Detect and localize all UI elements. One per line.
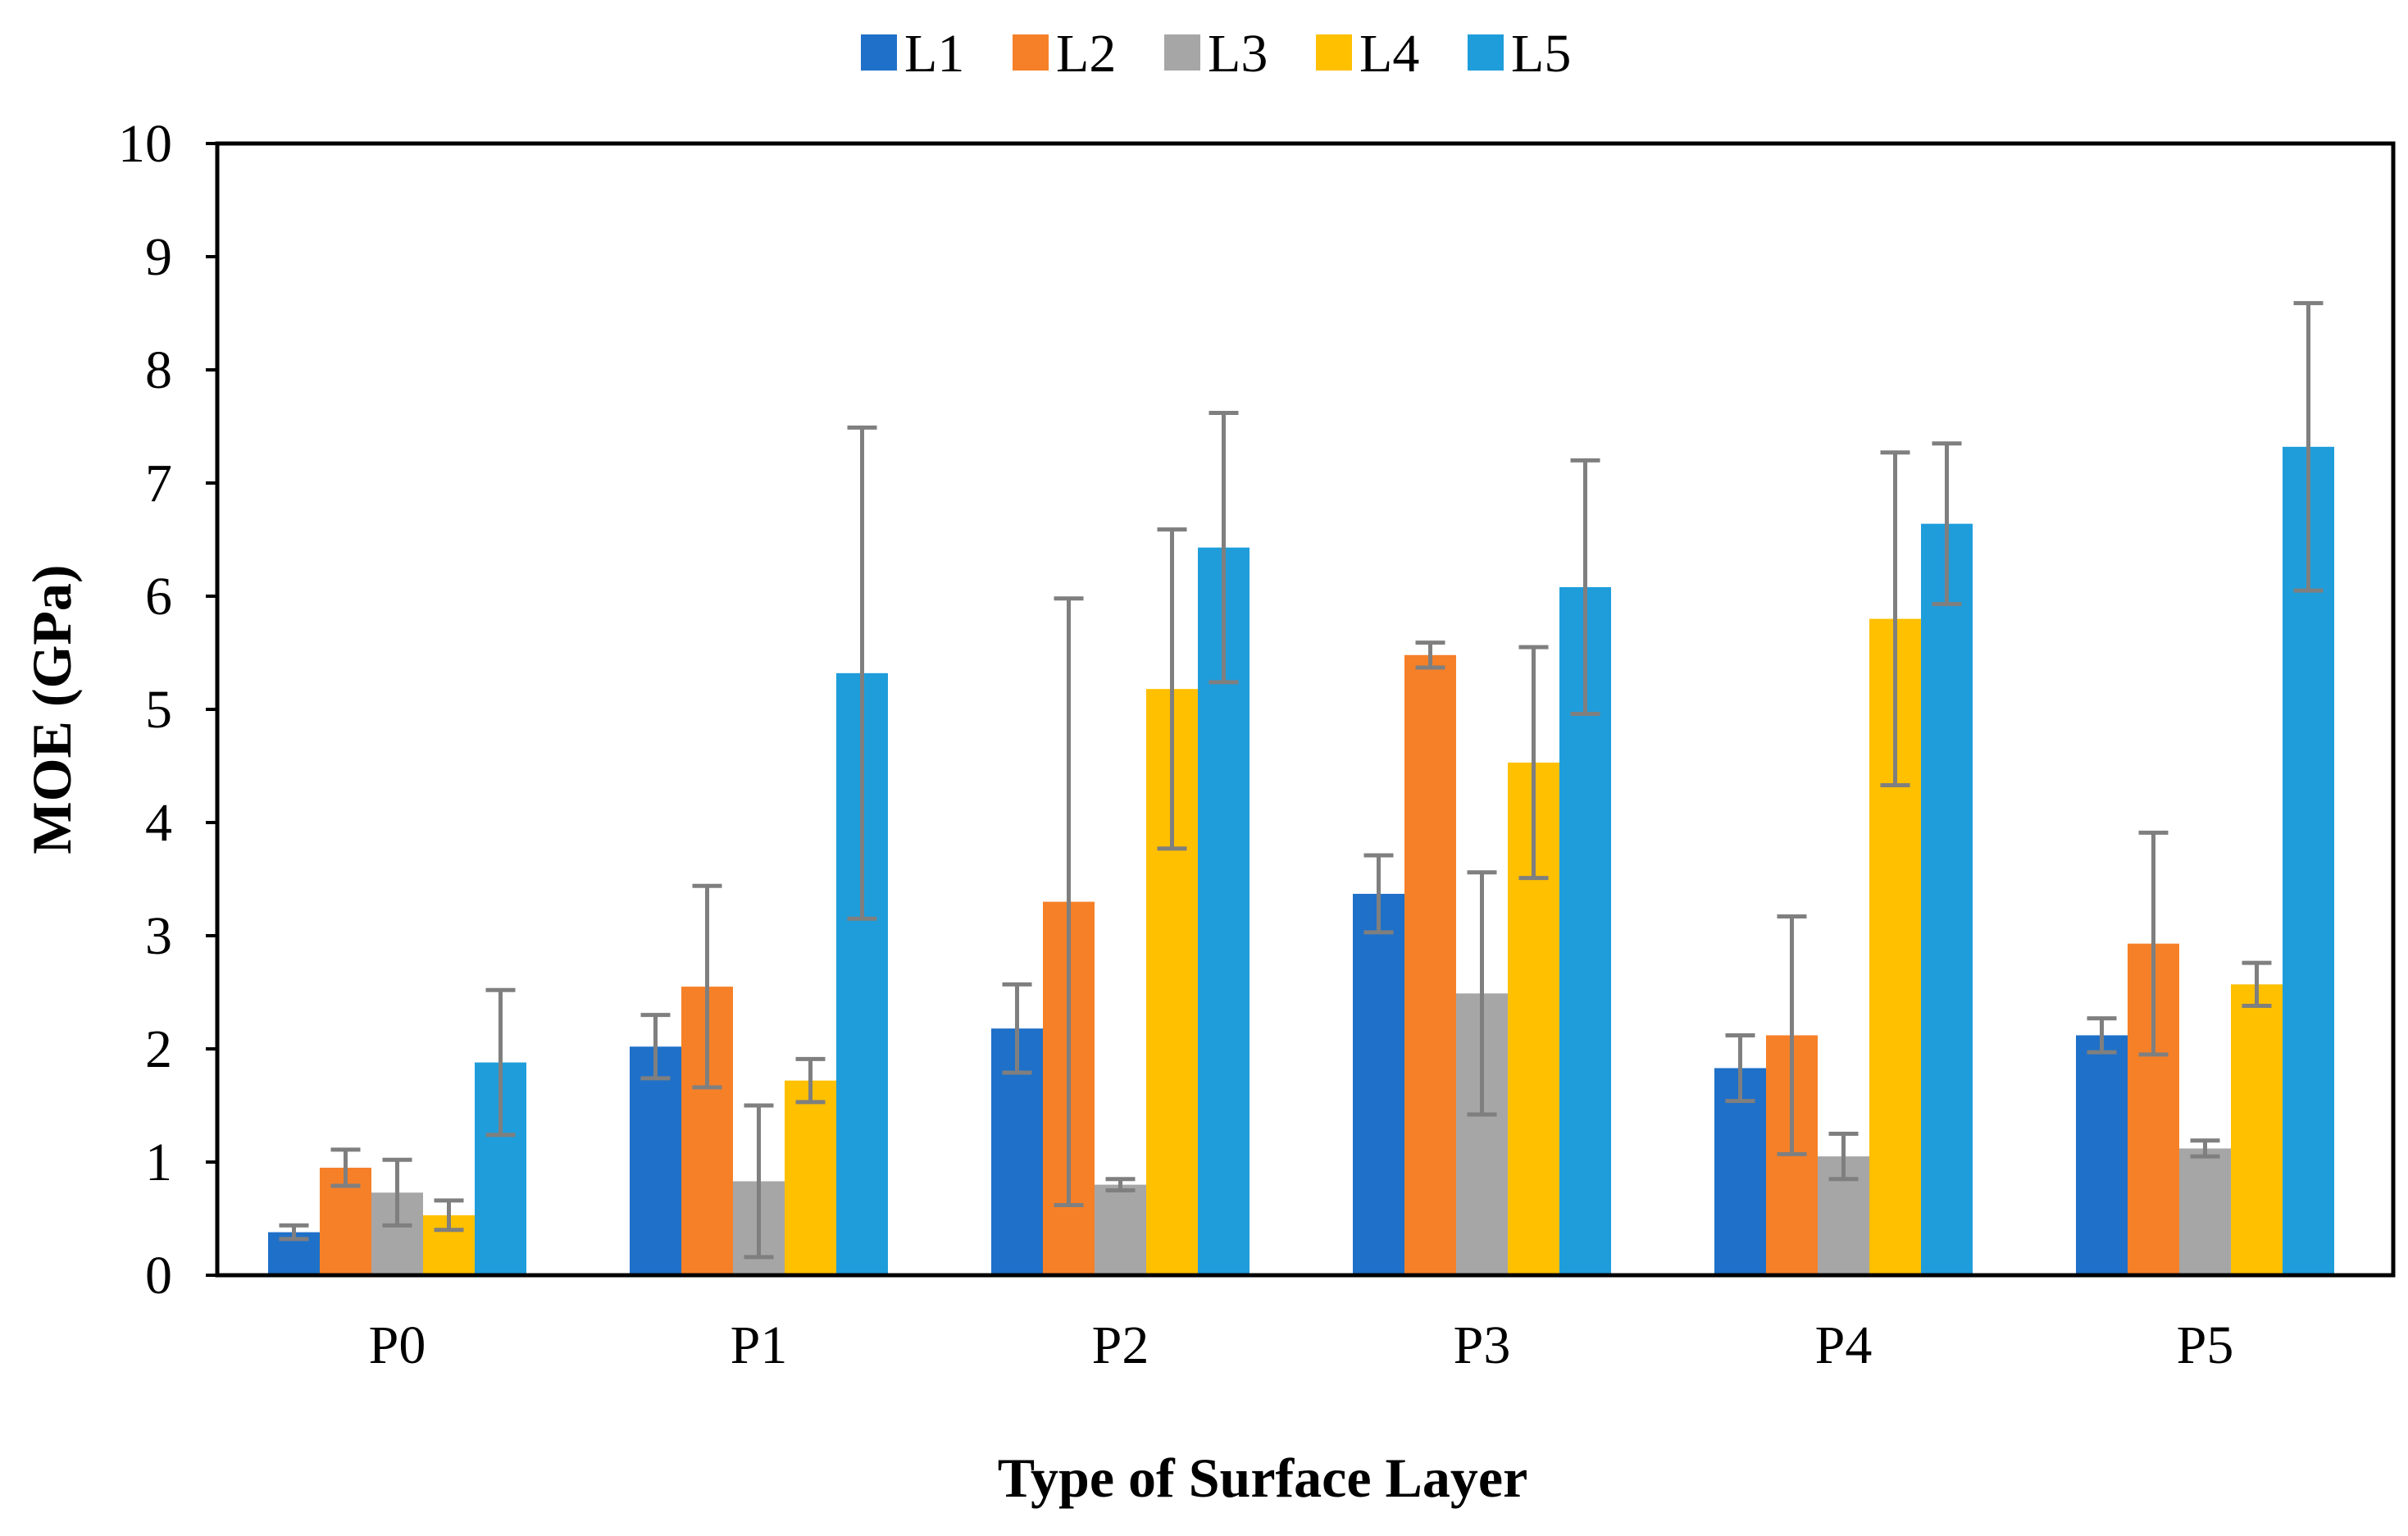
error-bar-L4-P0 — [434, 1198, 464, 1233]
bars-layer — [268, 446, 2334, 1275]
y-tick-label: 5 — [145, 680, 172, 740]
x-tick-label: P4 — [1815, 1315, 1873, 1375]
bar-L5-P4 — [1921, 523, 1973, 1275]
legend-swatch — [1468, 34, 1504, 71]
error-bar-L4-P4 — [1880, 450, 1910, 787]
error-bar-L5-P3 — [1570, 458, 1600, 717]
bar-L4-P5 — [2231, 984, 2283, 1275]
x-tick-label: P2 — [1092, 1315, 1149, 1375]
legend: L1 L2 L3 L4 L5 — [861, 24, 1571, 84]
legend-label: L5 — [1511, 24, 1571, 84]
bar-L1-P5 — [2076, 1035, 2128, 1275]
y-tick-label: 0 — [145, 1246, 172, 1306]
error-bar-L5-P0 — [485, 987, 516, 1137]
x-tick-label: P5 — [2177, 1315, 2234, 1375]
error-bar-L2-P2 — [1054, 596, 1084, 1207]
legend-swatch — [1013, 34, 1049, 71]
bar-L3-P5 — [2179, 1148, 2231, 1275]
error-bar-L5-P5 — [2293, 301, 2324, 593]
legend-swatch — [1316, 34, 1352, 71]
bar-L1-P1 — [630, 1046, 681, 1275]
y-tick-label: 1 — [145, 1133, 172, 1192]
x-axis-title: Type of Surface Layer — [998, 1447, 1528, 1509]
y-tick-label: 4 — [145, 793, 172, 853]
bar-L3-P2 — [1095, 1184, 1146, 1275]
y-tick-label: 9 — [145, 227, 172, 287]
error-bar-L3-P2 — [1105, 1177, 1136, 1192]
error-bar-L1-P3 — [1363, 853, 1394, 935]
legend-label: L2 — [1056, 24, 1116, 84]
y-tick-label: 3 — [145, 906, 172, 966]
error-bar-L4-P2 — [1157, 527, 1187, 851]
bar-L4-P1 — [785, 1080, 836, 1275]
error-bar-L1-P5 — [2087, 1016, 2117, 1055]
error-bar-L3-P1 — [744, 1103, 774, 1260]
error-bar-L4-P3 — [1518, 645, 1549, 881]
error-bar-L3-P4 — [1828, 1132, 1859, 1182]
y-tick-label: 2 — [145, 1019, 172, 1079]
x-tick-label: P1 — [731, 1315, 788, 1375]
error-bar-L2-P1 — [692, 883, 722, 1090]
x-tick-label: P0 — [369, 1315, 426, 1375]
y-tick-label: 6 — [145, 567, 172, 627]
error-bar-L2-P3 — [1415, 640, 1445, 670]
error-bar-L1-P1 — [640, 1013, 671, 1081]
legend-item-L4: L4 — [1316, 24, 1419, 84]
legend-item-L2: L2 — [1013, 24, 1116, 84]
error-bar-L1-P2 — [1002, 982, 1032, 1075]
error-bar-L5-P1 — [847, 425, 877, 921]
legend-item-L1: L1 — [861, 24, 964, 84]
legend-item-L3: L3 — [1164, 24, 1268, 84]
error-bar-L5-P2 — [1209, 410, 1239, 685]
error-bar-L4-P5 — [2242, 960, 2272, 1009]
error-bar-L2-P0 — [330, 1147, 361, 1188]
bar-L2-P3 — [1404, 654, 1456, 1275]
error-bar-L1-P0 — [279, 1223, 309, 1242]
error-bar-L2-P5 — [2138, 830, 2169, 1057]
y-tick-label: 10 — [118, 114, 172, 174]
y-axis-title: MOE (GPa) — [20, 564, 83, 854]
x-tick-label: P3 — [1454, 1315, 1511, 1375]
legend-swatch — [1164, 34, 1200, 71]
plot-frame — [215, 141, 2396, 1278]
error-bar-L3-P5 — [2190, 1138, 2220, 1159]
bar-L1-P3 — [1353, 893, 1404, 1275]
legend-item-L5: L5 — [1468, 24, 1571, 84]
error-bar-L1-P4 — [1725, 1032, 1755, 1103]
y-axis-ticks: 0 1 2 3 4 5 6 7 8 9 10 — [118, 114, 217, 1306]
error-bar-L3-P0 — [382, 1157, 412, 1228]
error-bar-L5-P4 — [1932, 441, 1962, 607]
legend-swatch — [861, 34, 897, 71]
y-tick-label: 7 — [145, 454, 172, 513]
legend-label: L3 — [1208, 24, 1268, 84]
y-tick-label: 8 — [145, 340, 172, 400]
x-axis-ticks: P0 P1 P2 P3 P4 P5 — [369, 1315, 2234, 1375]
error-bar-L2-P4 — [1777, 914, 1807, 1156]
error-bars-layer — [279, 301, 2324, 1260]
error-bar-L3-P3 — [1467, 870, 1497, 1117]
legend-label: L4 — [1359, 24, 1419, 84]
legend-label: L1 — [904, 24, 964, 84]
error-bar-L4-P1 — [795, 1056, 826, 1105]
